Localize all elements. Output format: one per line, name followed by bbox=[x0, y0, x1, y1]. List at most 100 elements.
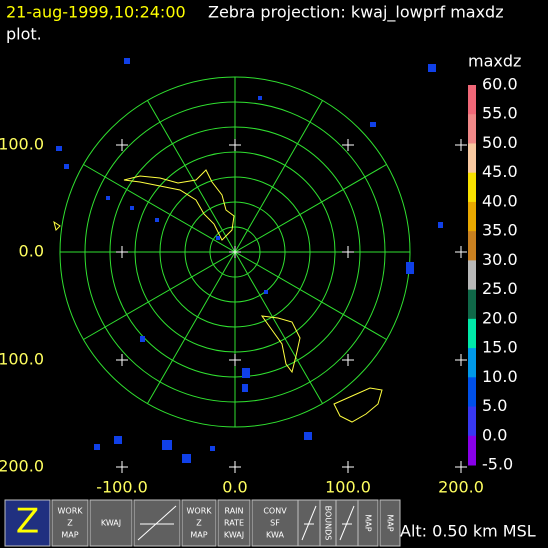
button-label: Z bbox=[16, 502, 39, 542]
x-label: 0.0 bbox=[222, 478, 247, 497]
button-label: KWAJ bbox=[101, 519, 121, 528]
toolbar-button[interactable] bbox=[335, 499, 359, 547]
button-label: CONV bbox=[263, 507, 287, 516]
colorbar-label: 20.0 bbox=[482, 308, 518, 327]
toolbar: Z WORK Z MAP KWAJ WORK Z MAP RAIN RATE KWAJ CONV SF K… bbox=[4, 499, 401, 547]
button-icon bbox=[301, 505, 317, 541]
toolbar-button[interactable]: MAP bbox=[357, 499, 379, 547]
button-label: KWAJ bbox=[224, 531, 244, 540]
button-label: MAP bbox=[190, 531, 207, 540]
title-line2: plot. bbox=[6, 25, 42, 44]
title: Zebra projection: kwaj_lowprf maxdz bbox=[208, 3, 504, 23]
colorbar-title: maxdz bbox=[468, 52, 521, 71]
colorbar-swatch bbox=[468, 114, 476, 144]
button-icon bbox=[137, 505, 177, 541]
polar-grid bbox=[59, 76, 467, 473]
colorbar-label: -5.0 bbox=[482, 455, 513, 474]
colorbar-label: 40.0 bbox=[482, 191, 518, 210]
toolbar-button[interactable] bbox=[297, 499, 321, 547]
toolbar-button[interactable]: MAP bbox=[379, 499, 401, 547]
toolbar-button[interactable]: RAIN RATE KWAJ bbox=[217, 499, 251, 547]
button-face bbox=[4, 499, 51, 547]
button-label: RATE bbox=[224, 519, 244, 528]
x-label: 100.0 bbox=[325, 478, 371, 497]
coastline bbox=[53, 169, 383, 423]
colorbar-label: 35.0 bbox=[482, 221, 518, 240]
colorbar-label: 10.0 bbox=[482, 367, 518, 386]
button-face bbox=[357, 499, 379, 547]
grid-cross bbox=[342, 354, 354, 366]
colorbar-swatch bbox=[468, 406, 476, 437]
grid-cross bbox=[229, 354, 241, 366]
button-label: RAIN bbox=[224, 507, 243, 516]
button-label: MAP bbox=[364, 514, 373, 531]
toolbar-button[interactable] bbox=[133, 499, 181, 547]
button-label: WORK bbox=[57, 507, 83, 516]
button-icon bbox=[339, 505, 355, 541]
colorbar-swatch bbox=[468, 85, 476, 115]
grid-cross bbox=[229, 461, 241, 473]
toolbar-button[interactable]: KWAJ bbox=[89, 499, 133, 547]
grid-cross bbox=[455, 354, 467, 366]
colorbar-label: 50.0 bbox=[482, 133, 518, 152]
x-label: 200.0 bbox=[438, 478, 484, 497]
colorbar-label: 5.0 bbox=[482, 396, 507, 415]
grid-cross bbox=[342, 461, 354, 473]
grid-cross bbox=[455, 139, 467, 151]
colorbar-swatch bbox=[468, 231, 476, 261]
grid-cross bbox=[116, 354, 128, 366]
altitude-status: Alt: 0.50 km MSL bbox=[400, 522, 536, 541]
toolbar-button[interactable]: BOUNDS bbox=[319, 499, 337, 547]
colorbar-swatch bbox=[468, 435, 476, 466]
grid-cross bbox=[455, 461, 467, 473]
colorbar-label: 0.0 bbox=[482, 425, 507, 444]
grid-cross bbox=[455, 246, 467, 258]
y-label: 0.0 bbox=[19, 242, 44, 261]
grid-cross bbox=[116, 461, 128, 473]
button-label: KWA bbox=[266, 531, 284, 540]
grid-cross bbox=[342, 246, 354, 258]
button-label: Z bbox=[196, 519, 202, 528]
grid-cross bbox=[116, 139, 128, 151]
timestamp: 21-aug-1999,10:24:00 bbox=[6, 3, 186, 22]
colorbar-swatch bbox=[468, 260, 476, 291]
colorbar-label: 15.0 bbox=[482, 338, 518, 357]
grid-cross bbox=[342, 139, 354, 151]
colorbar-swatch bbox=[468, 289, 476, 320]
y-label: 100.0 bbox=[0, 350, 44, 369]
colorbar-swatch bbox=[468, 172, 476, 203]
colorbar-label: 30.0 bbox=[482, 250, 518, 269]
button-label: WORK bbox=[186, 507, 212, 516]
grid-cross bbox=[229, 139, 241, 151]
colorbar-label: 60.0 bbox=[482, 75, 518, 94]
button-face bbox=[89, 499, 133, 547]
toolbar-button[interactable]: Z bbox=[4, 499, 51, 547]
colorbar-swatch bbox=[468, 348, 476, 378]
button-face bbox=[51, 499, 89, 547]
colorbar-swatch bbox=[468, 377, 476, 408]
button-label: MAP bbox=[61, 531, 78, 540]
button-label: MAP bbox=[386, 514, 395, 531]
button-face bbox=[379, 499, 401, 547]
colorbar-swatch bbox=[468, 143, 476, 174]
button-label: SF bbox=[270, 519, 280, 528]
button-label: Z bbox=[67, 519, 73, 528]
axis-labels: 100.0 0.0 100.0 200.0 -100.0 0.0 100.0 200.0 bbox=[0, 135, 484, 497]
colorbar-label: 55.0 bbox=[482, 104, 518, 123]
toolbar-button[interactable]: CONV SF KWA bbox=[251, 499, 299, 547]
toolbar-button[interactable]: WORK Z MAP bbox=[181, 499, 217, 547]
colorbar-label: 25.0 bbox=[482, 279, 518, 298]
button-face bbox=[319, 499, 337, 547]
y-label: 200.0 bbox=[0, 457, 44, 476]
toolbar-button[interactable]: WORK Z MAP bbox=[51, 499, 89, 547]
colorbar: maxdz 60.0 55.0 50.0 45.0 40.0 35.0 30.0 25.0 20.… bbox=[468, 52, 521, 474]
colorbar-swatch bbox=[468, 318, 476, 349]
button-face bbox=[181, 499, 217, 547]
x-label: -100.0 bbox=[96, 478, 148, 497]
radar-echoes bbox=[56, 58, 443, 463]
button-face bbox=[251, 499, 299, 547]
button-face bbox=[217, 499, 251, 547]
colorbar-label: 45.0 bbox=[482, 162, 518, 181]
grid-cross bbox=[116, 246, 128, 258]
